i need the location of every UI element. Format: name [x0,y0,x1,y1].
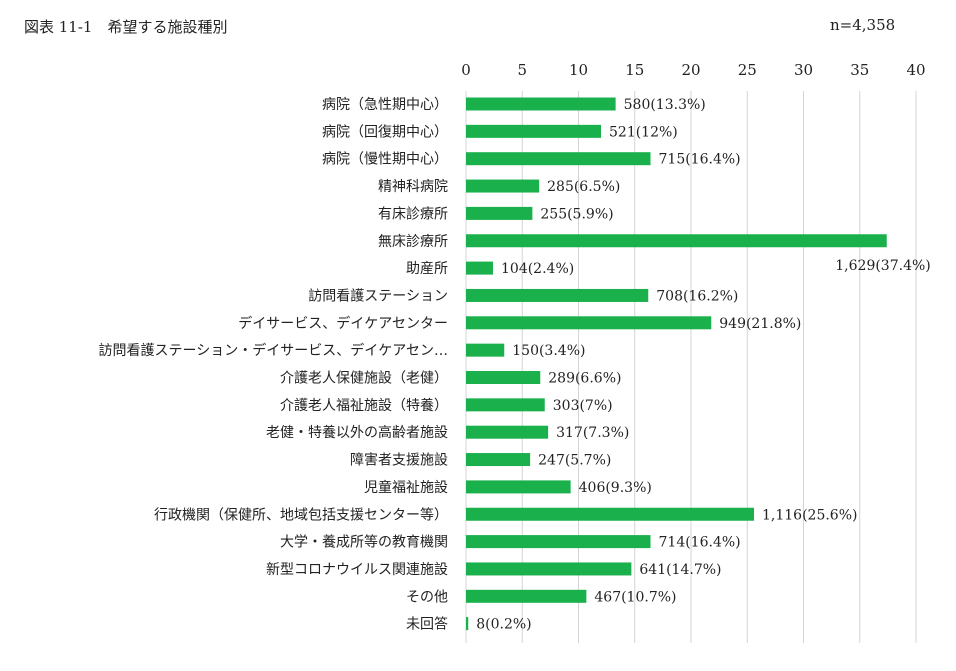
category-label: 訪問看護ステーション・デイサービス、デイケアセン… [99,342,448,359]
x-axis-ticks: 0 5 10 15 20 25 30 35 40 [461,61,925,79]
sample-size-label: n=4,358 [830,16,896,34]
data-label: 467(10.7%) [594,589,676,605]
data-label: 255(5.9%) [540,206,613,222]
data-labels: 580(13.3%) 521(12%) 715(16.4%) 285(6.5%) 255… [476,97,931,633]
category-label: デイサービス、デイケアセンター [238,315,448,332]
bars [466,97,887,631]
category-label: その他 [406,589,448,605]
data-label: 949(21.8%) [719,316,801,332]
category-label: 介護老人福祉施設（特養） [280,397,448,414]
bar [466,234,887,248]
chart-title: 図表 11-1 希望する施設種別 [24,18,228,36]
category-label: 病院（急性期中心） [322,97,448,113]
category-label: 介護老人保健施設（老健） [280,371,448,387]
x-tick-label: 0 [461,61,471,79]
data-label: 641(14.7%) [639,562,721,578]
category-label: 病院（回復期中心） [322,123,448,140]
category-label: 訪問看護ステーション [308,288,448,304]
category-label: 病院（慢性期中心） [322,151,448,168]
category-label: 助産所 [406,261,448,277]
category-label: 障害者支援施設 [350,453,448,469]
gridlines [465,91,917,643]
bar [466,316,712,330]
data-label: 1,116(25.6%) [762,507,857,523]
bar [466,97,616,111]
category-label: 老健・特養以外の高齢者施設 [266,424,448,441]
data-label: 521(12%) [609,124,678,140]
data-label: 303(7%) [553,398,613,414]
x-tick-label: 25 [738,61,757,79]
bar [466,152,651,166]
data-label: 285(6.5%) [547,179,620,195]
x-tick-label: 20 [681,61,700,79]
x-tick-label: 5 [517,61,527,79]
data-label: 8(0.2%) [476,617,531,633]
data-label: 150(3.4%) [512,343,585,359]
data-label: 1,629(37.4%) [835,258,930,274]
bar [466,589,587,603]
category-label: 有床診療所 [378,205,448,222]
bar [466,261,493,275]
bar [466,124,601,138]
bar [466,507,754,521]
category-label: 新型コロナウイルス関連施設 [266,562,448,578]
category-label: 未回答 [406,616,448,633]
data-label: 317(7.3%) [556,425,629,441]
x-tick-label: 15 [625,61,644,79]
bar [466,371,541,384]
bar [466,480,571,494]
x-tick-label: 40 [906,61,925,79]
data-label: 708(16.2%) [656,288,738,304]
x-tick-label: 30 [794,61,813,79]
bar [466,425,549,439]
data-label: 714(16.4%) [659,535,741,551]
bar [466,206,533,220]
bar [466,179,540,193]
bar [466,343,505,357]
bar [466,617,469,631]
data-label: 715(16.4%) [659,152,741,168]
x-tick-label: 10 [569,61,588,79]
data-label: 580(13.3%) [624,97,706,113]
bar [466,535,651,549]
category-label: 大学・養成所等の教育機関 [280,534,448,551]
category-label: 精神科病院 [378,179,448,195]
category-labels: 病院（急性期中心） 病院（回復期中心） 病院（慢性期中心） 精神科病院有床診療所無床診… [99,97,448,633]
bar [466,398,545,412]
bar [466,453,531,467]
data-label: 104(2.4%) [501,261,574,277]
data-label: 289(6.6%) [548,371,621,387]
data-label: 247(5.7%) [538,453,611,469]
category-label: 児童福祉施設 [364,479,448,496]
category-label: 行政機関（保健所、地域包括支援センター等） [154,506,448,523]
bar [466,562,632,576]
data-label: 406(9.3%) [579,480,652,496]
x-tick-label: 35 [850,61,869,79]
category-label: 無床診療所 [378,233,448,250]
bar [466,288,649,302]
